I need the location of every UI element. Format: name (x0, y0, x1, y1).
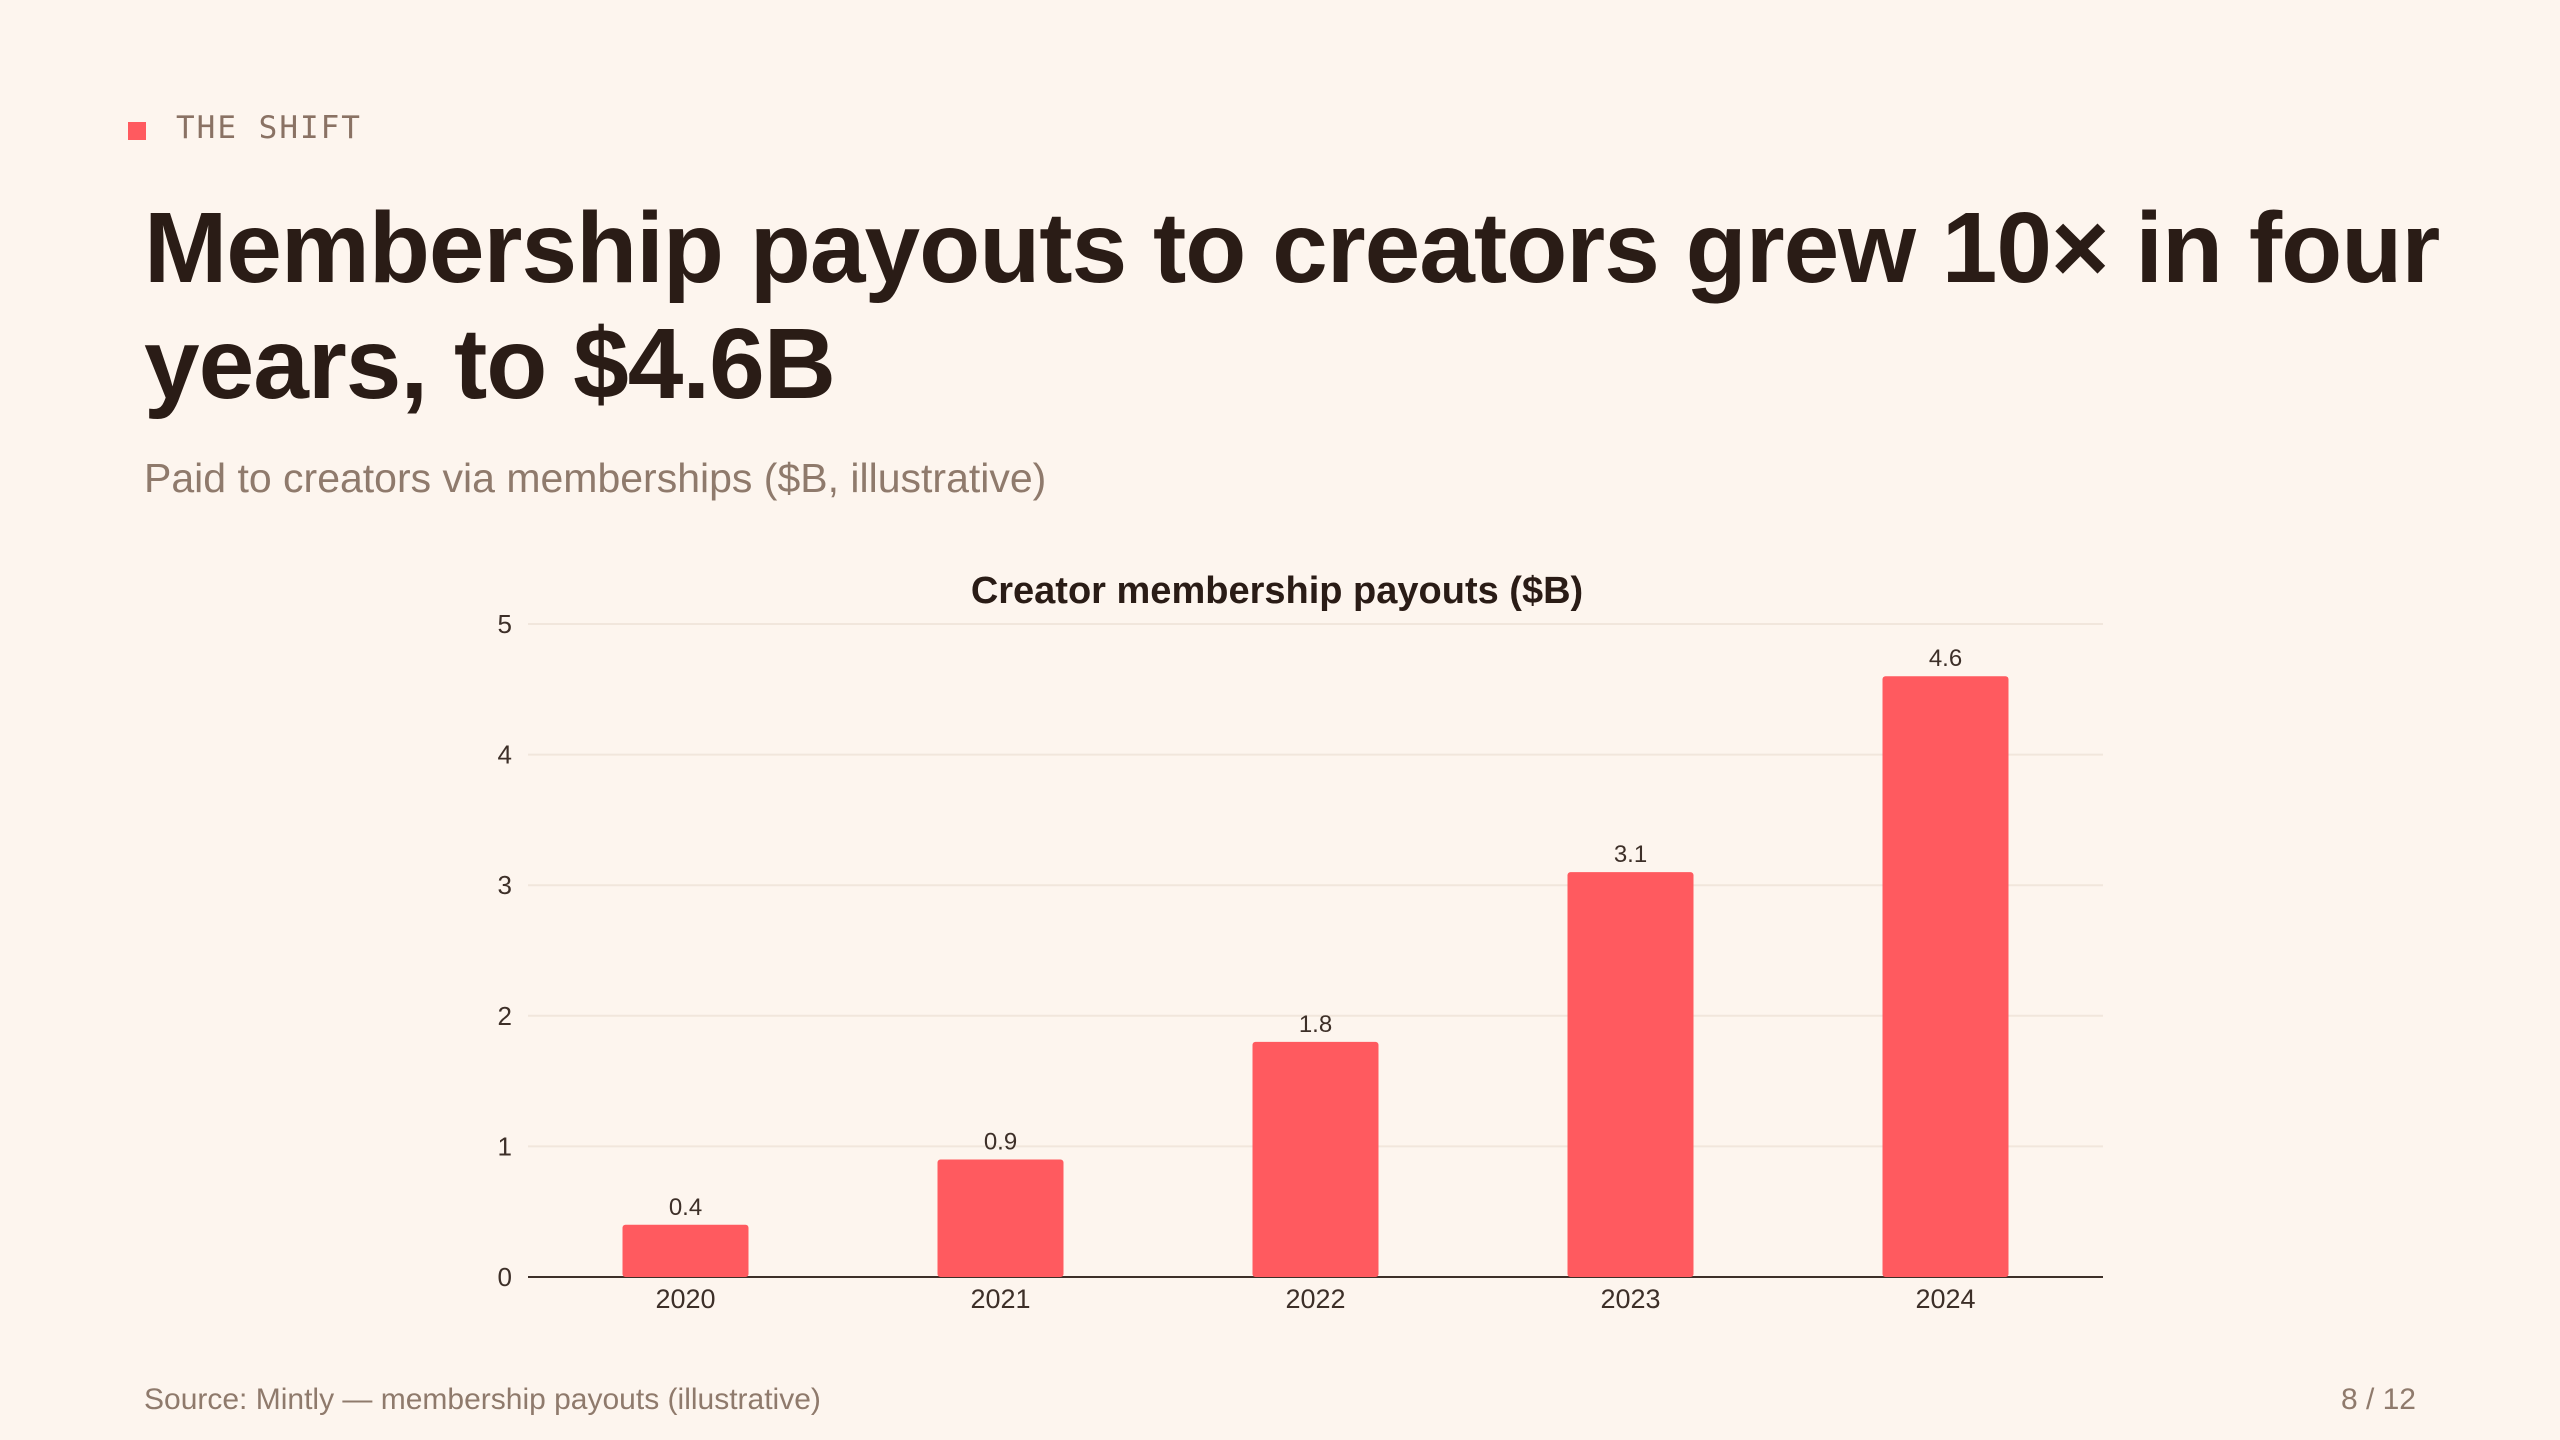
data-label: 1.8 (1299, 1011, 1332, 1038)
y-tick-label: 2 (498, 1001, 512, 1031)
y-tick-label: 1 (498, 1131, 512, 1161)
x-tick-label: 2021 (970, 1284, 1030, 1314)
bar (937, 1159, 1064, 1277)
x-tick-label: 2022 (1285, 1284, 1345, 1314)
bar (1252, 1041, 1379, 1277)
bar-chart: Creator membership payouts ($B) 0 1 2 3 4 5 20… (498, 570, 2103, 1314)
page-subtitle: Paid to creators via memberships ($B, il… (144, 455, 1047, 501)
x-tick-label: 2020 (655, 1284, 715, 1314)
x-tick-label: 2023 (1600, 1284, 1660, 1314)
bar (1567, 872, 1694, 1277)
x-tick-label: 2024 (1915, 1284, 1975, 1314)
y-tick-label: 5 (498, 609, 512, 639)
kicker-label: THE SHIFT (176, 110, 362, 146)
page-number: 8 / 12 (2340, 1383, 2416, 1416)
chart-title: Creator membership payouts ($B) (971, 570, 1583, 612)
bar (1882, 676, 2009, 1277)
section-kicker: THE SHIFT (128, 110, 362, 146)
page-title: Membership payouts to creators grew 10× … (144, 192, 2440, 420)
data-label: 0.4 (669, 1194, 702, 1221)
y-tick-label: 0 (498, 1262, 512, 1292)
y-tick-label: 4 (498, 740, 512, 770)
data-label: 4.6 (1929, 645, 1962, 672)
footer-source: Source: Mintly — membership payouts (ill… (144, 1383, 821, 1416)
kicker-square-icon (128, 122, 146, 140)
y-tick-label: 3 (498, 870, 512, 900)
bar (622, 1224, 749, 1277)
data-label: 0.9 (984, 1128, 1017, 1155)
data-label: 3.1 (1614, 841, 1647, 868)
